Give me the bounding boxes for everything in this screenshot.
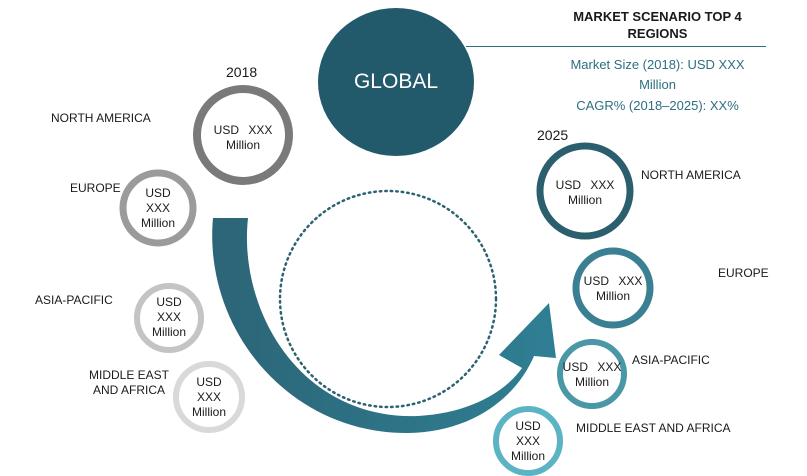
market-size-line2: Million xyxy=(639,77,676,92)
growth-arrow xyxy=(212,218,556,434)
circle-2018-mea xyxy=(173,361,245,433)
global-disc xyxy=(318,8,474,156)
circle-2025-asia-pacific xyxy=(557,339,627,409)
center-dotted-ring xyxy=(278,189,498,409)
label-2018-mea: MIDDLE EAST AND AFRICA xyxy=(89,368,170,397)
header-title: MARKET SCENARIO TOP 4 REGIONS xyxy=(573,9,742,41)
value-2025-mea: USD XXX Million xyxy=(510,419,545,463)
label-2018-asia-pacific: ASIA-PACIFIC xyxy=(35,293,113,307)
value-2018-mea: USD XXX Million xyxy=(191,375,226,419)
label-2025-north-america: NORTH AMERICA xyxy=(641,168,741,182)
year-2018-label: 2018 xyxy=(226,64,258,80)
cagr-line: CAGR% (2018–2025): XX% xyxy=(576,98,739,113)
value-2018-north-america: USD XXX Million xyxy=(213,123,273,152)
value-2025-asia-pacific: USD XXX Million xyxy=(562,360,622,389)
label-2018-north-america: NORTH AMERICA xyxy=(51,111,151,125)
circle-2018-europe xyxy=(119,169,197,247)
header-divider xyxy=(466,46,766,47)
label-2025-europe: EUROPE xyxy=(718,266,769,280)
label-2025-mea: MIDDLE EAST AND AFRICA xyxy=(576,421,731,435)
market-size-line1: Market Size (2018): USD XXX xyxy=(570,57,745,72)
circle-2018-north-america xyxy=(193,85,293,185)
circle-2018-asia-pacific xyxy=(134,283,204,353)
label-2018-europe: EUROPE xyxy=(70,181,121,195)
value-2025-north-america: USD XXX Million xyxy=(555,178,615,207)
label-2025-asia-pacific: ASIA-PACIFIC xyxy=(632,353,710,367)
circle-2025-europe xyxy=(572,247,654,329)
circle-2025-mea xyxy=(493,406,563,476)
value-2025-europe: USD XXX Million xyxy=(583,274,643,303)
year-2025-label: 2025 xyxy=(537,127,569,143)
circle-2025-north-america xyxy=(536,142,634,240)
value-2018-asia-pacific: USD XXX Million xyxy=(151,295,186,339)
global-label: GLOBAL xyxy=(353,70,439,93)
value-2018-europe: USD XXX Million xyxy=(140,186,175,230)
